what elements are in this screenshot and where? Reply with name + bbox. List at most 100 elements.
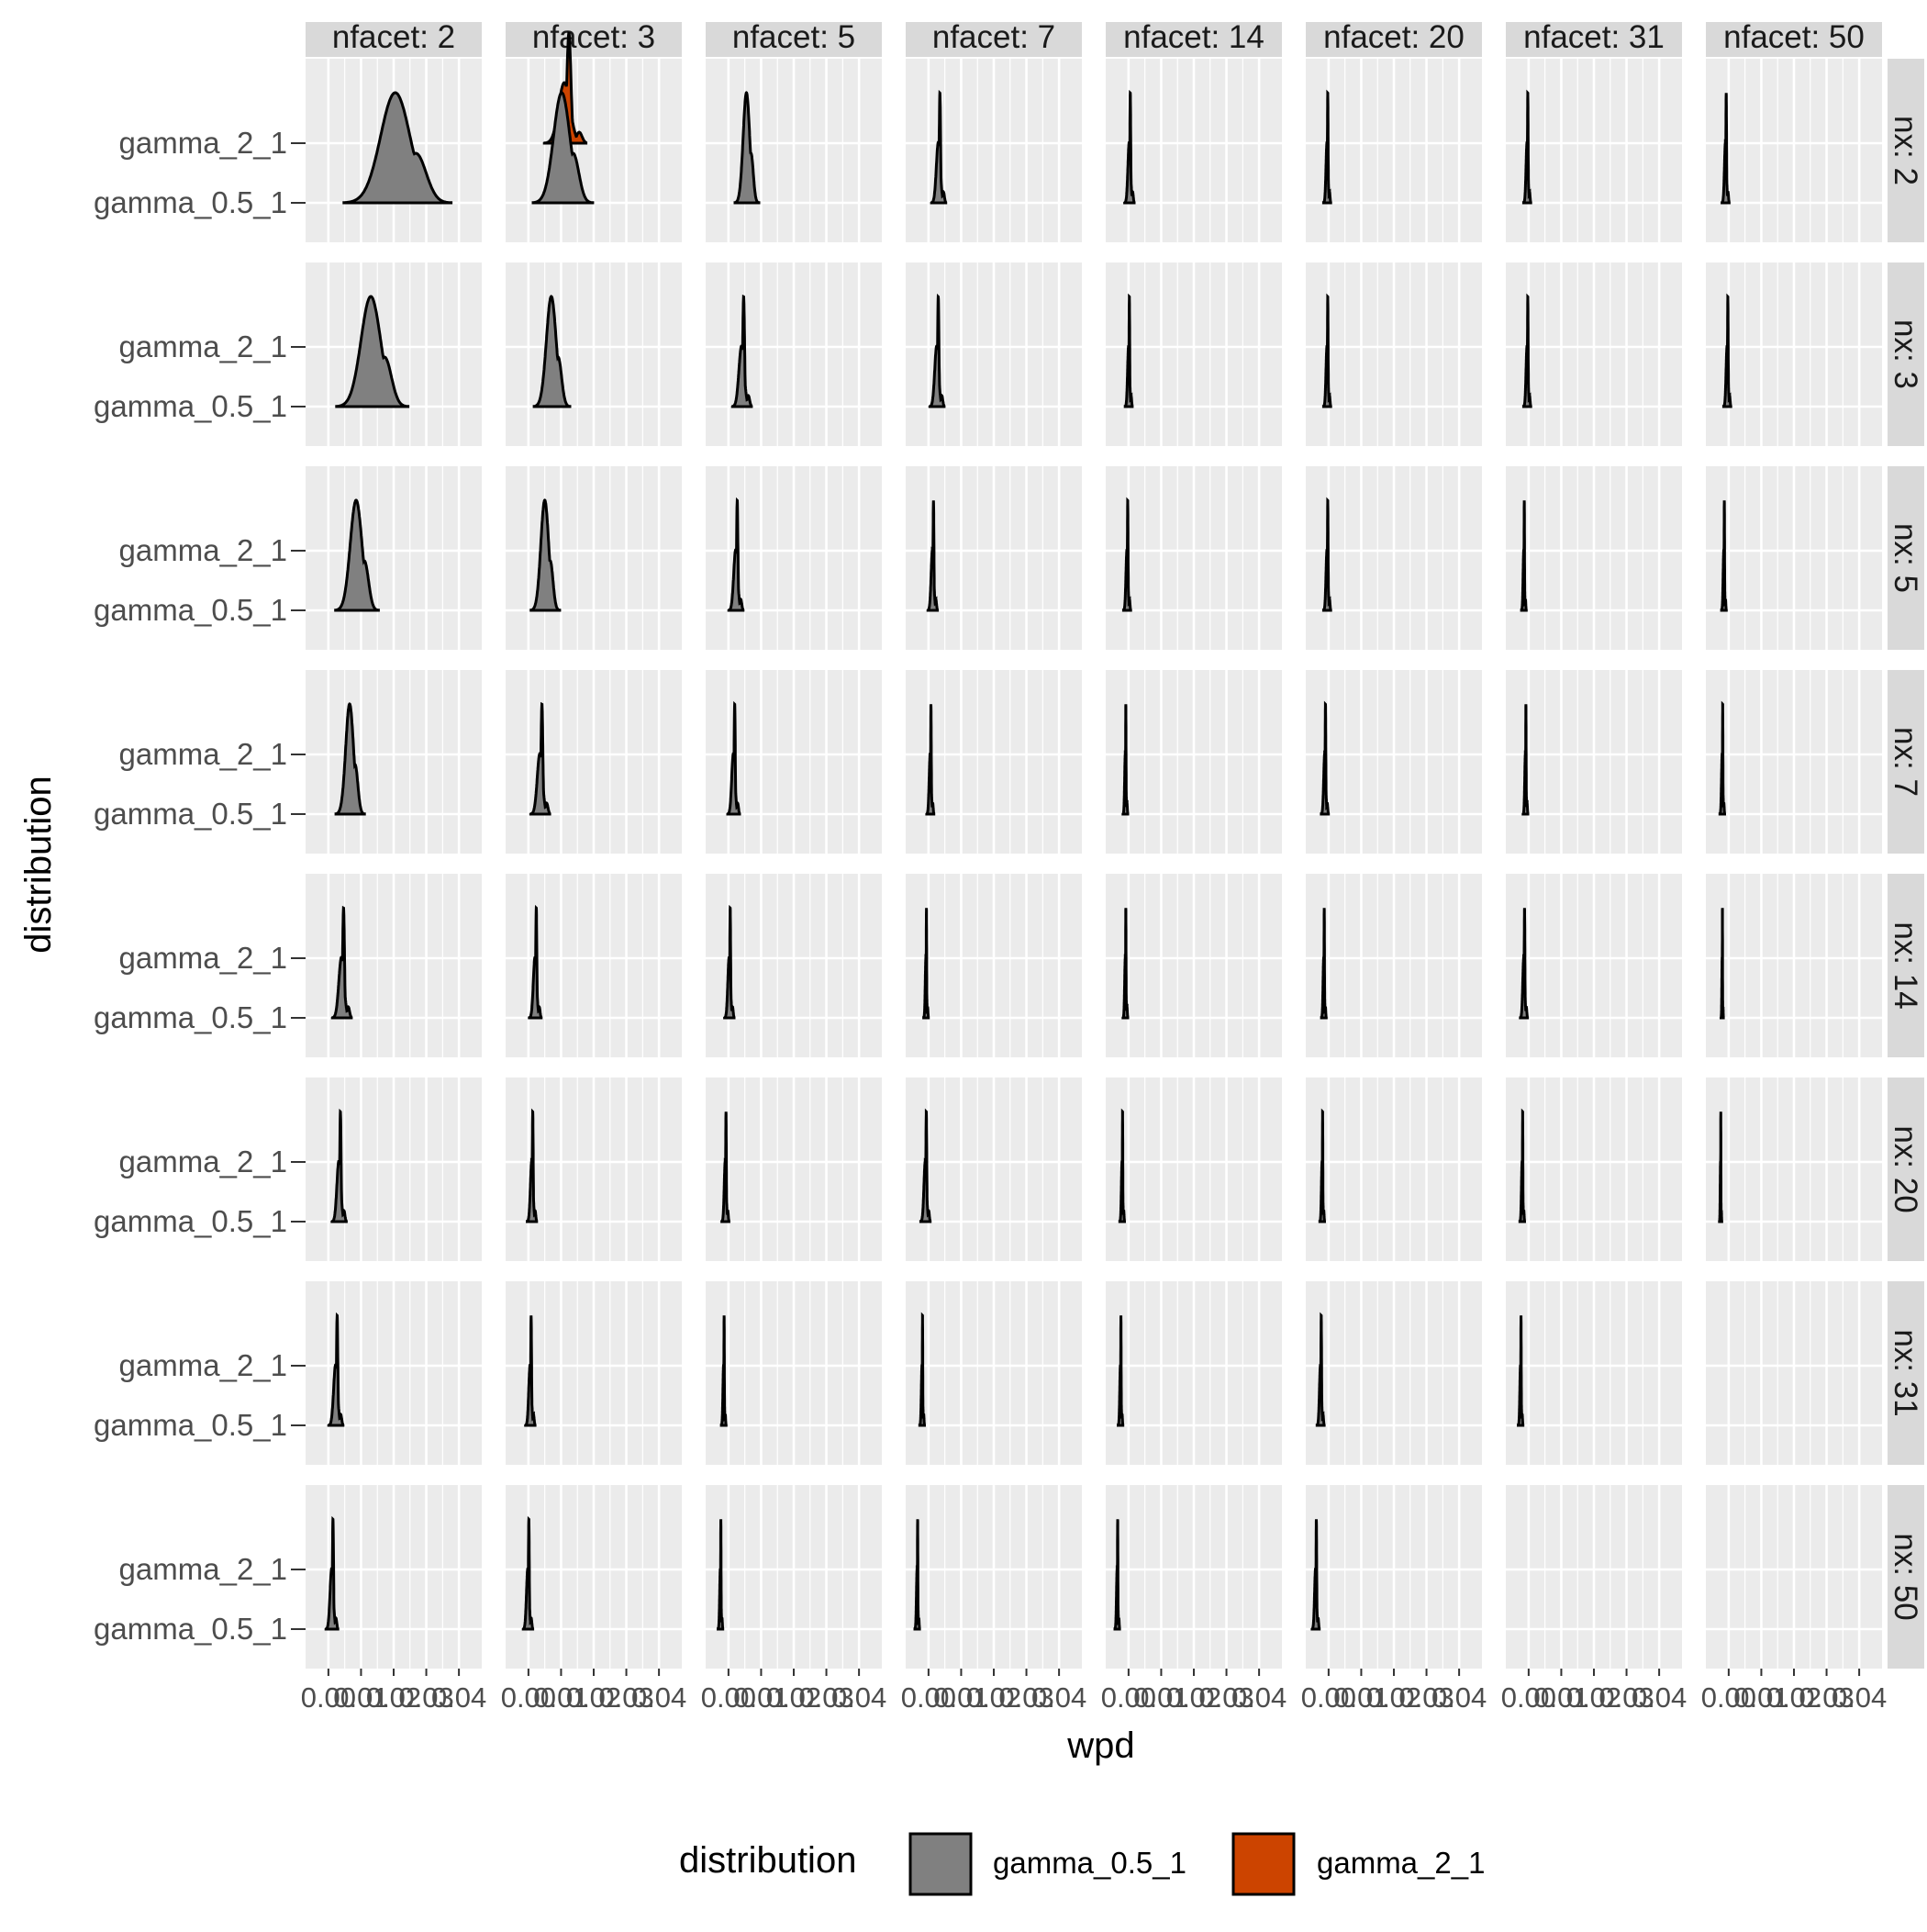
density-gamma_0.5_1-nx20-nfacet5 (720, 1111, 730, 1223)
x-tick-label-1-4: 0.04 (631, 1681, 686, 1714)
x-axis-label: wpd (1066, 1725, 1134, 1766)
density-gamma_0.5_1-nx50-nfacet20 (1310, 1519, 1321, 1631)
x-tick-label-4-1: 0.01 (1133, 1681, 1188, 1714)
x-tick-label-1-0: 0.00 (501, 1681, 556, 1714)
density-gamma_0.5_1-nx50-nfacet2 (324, 1515, 340, 1631)
density-gamma_0.5_1-nx14-nfacet7 (922, 908, 930, 1020)
col-strip-label-0: nfacet: 2 (332, 19, 455, 55)
legend-title: distribution (679, 1840, 856, 1881)
x-tick-label-3-0: 0.00 (901, 1681, 956, 1714)
y-tick-label-gamma_0.5_1: gamma_0.5_1 (94, 1000, 287, 1034)
legend-label-gamma-2-1: gamma_2_1 (1317, 1846, 1485, 1880)
density-gamma_0.5_1-nx2-nfacet7 (930, 89, 948, 205)
x-tick-label-5-4: 0.04 (1431, 1681, 1487, 1714)
density-gamma_0.5_1-nx20-nfacet50 (1718, 1111, 1723, 1223)
density-gamma_0.5_1-nx50-nfacet14 (1113, 1519, 1121, 1631)
density-gamma_0.5_1-nx14-nfacet20 (1320, 908, 1328, 1020)
x-tick-label-5-0: 0.00 (1301, 1681, 1356, 1714)
y-tick-label-gamma_2_1: gamma_2_1 (119, 941, 287, 975)
density-gamma_0.5_1-nx7-nfacet31 (1521, 704, 1530, 816)
x-tick-label-4-2: 0.02 (1166, 1681, 1221, 1714)
density-gamma_0.5_1-nx7-nfacet20 (1320, 700, 1331, 816)
density-gamma_0.5_1-nx20-nfacet14 (1118, 1108, 1126, 1223)
x-tick-label-6-1: 0.01 (1533, 1681, 1588, 1714)
panels-layer: nfacet: 2 nfacet: 3 nfacet: 5 nfacet: 7 nfac… (94, 19, 1924, 1714)
x-tick-label-4-4: 0.04 (1231, 1681, 1287, 1714)
row-strip-label-4: nx: 14 (1888, 921, 1923, 1009)
density-gamma_0.5_1-nx14-nfacet50 (1720, 908, 1725, 1020)
density-gamma_0.5_1-nx7-nfacet7 (925, 704, 936, 816)
x-tick-label-6-3: 0.03 (1598, 1681, 1654, 1714)
density-gamma_0.5_1-nx14-nfacet31 (1519, 908, 1530, 1020)
y-tick-label-gamma_0.5_1: gamma_0.5_1 (94, 1408, 287, 1442)
x-tick-label-4-3: 0.03 (1198, 1681, 1253, 1714)
x-tick-label-6-0: 0.00 (1501, 1681, 1556, 1714)
density-gamma_0.5_1-nx2-nfacet50 (1721, 93, 1731, 205)
density-gamma_0.5_1-nx5-nfacet50 (1720, 500, 1728, 612)
legend-label-gamma-0.5-1: gamma_0.5_1 (993, 1846, 1186, 1880)
x-tick-label-7-1: 0.01 (1733, 1681, 1788, 1714)
row-strip-0 (1888, 59, 1924, 242)
row-strip-3 (1888, 670, 1924, 854)
row-strip-label-2: nx: 5 (1888, 523, 1923, 593)
y-tick-label-gamma_0.5_1: gamma_0.5_1 (94, 1612, 287, 1646)
y-tick-label-gamma_0.5_1: gamma_0.5_1 (94, 1204, 287, 1238)
density-gamma_0.5_1-nx7-nfacet5 (726, 700, 741, 816)
density-gamma_0.5_1-nx3-nfacet3 (532, 295, 572, 408)
x-tick-label-4-0: 0.00 (1101, 1681, 1156, 1714)
col-strip-label-7: nfacet: 50 (1723, 19, 1865, 55)
density-gamma_0.5_1-nx31-nfacet5 (719, 1315, 728, 1427)
x-tick-label-7-0: 0.00 (1701, 1681, 1756, 1714)
row-strip-1 (1888, 262, 1924, 446)
x-tick-label-2-1: 0.01 (733, 1681, 788, 1714)
density-gamma_0.5_1-nx5-nfacet14 (1121, 497, 1132, 612)
x-tick-label-2-3: 0.03 (798, 1681, 853, 1714)
row-strip-5 (1888, 1078, 1924, 1261)
density-gamma_0.5_1-nx3-nfacet50 (1721, 293, 1732, 408)
density-gamma_0.5_1-nx2-nfacet5 (733, 91, 761, 205)
col-strip-7 (1706, 22, 1882, 57)
y-tick-label-gamma_0.5_1: gamma_0.5_1 (94, 797, 287, 831)
y-tick-label-gamma_2_1: gamma_2_1 (119, 737, 287, 771)
x-tick-label-0-2: 0.02 (366, 1681, 421, 1714)
y-tick-label-gamma_2_1: gamma_2_1 (119, 1145, 287, 1178)
density-gamma_0.5_1-nx2-nfacet3 (531, 91, 595, 205)
density-gamma_0.5_1-nx20-nfacet2 (330, 1108, 348, 1223)
col-strip-5 (1306, 22, 1482, 57)
density-gamma_2_1-nx2-nfacet3 (542, 31, 588, 145)
x-tick-label-0-0: 0.00 (301, 1681, 356, 1714)
density-gamma_0.5_1-nx2-nfacet14 (1123, 89, 1136, 205)
x-tick-label-7-3: 0.03 (1799, 1681, 1854, 1714)
density-gamma_0.5_1-nx7-nfacet14 (1121, 704, 1130, 816)
row-strip-2 (1888, 466, 1924, 650)
x-tick-label-5-1: 0.01 (1333, 1681, 1388, 1714)
row-strip-label-3: nx: 7 (1888, 727, 1923, 797)
y-tick-label-gamma_2_1: gamma_2_1 (119, 533, 287, 567)
x-tick-label-0-1: 0.01 (333, 1681, 388, 1714)
col-strip-label-5: nfacet: 20 (1323, 19, 1465, 55)
y-tick-label-gamma_0.5_1: gamma_0.5_1 (94, 389, 287, 423)
density-gamma_0.5_1-nx3-nfacet14 (1123, 293, 1134, 408)
density-gamma_0.5_1-nx5-nfacet20 (1321, 497, 1332, 612)
x-tick-label-5-3: 0.03 (1398, 1681, 1454, 1714)
x-tick-label-2-0: 0.00 (701, 1681, 756, 1714)
density-gamma_0.5_1-nx20-nfacet3 (526, 1108, 539, 1223)
density-gamma_0.5_1-nx7-nfacet50 (1718, 700, 1726, 816)
density-gamma_0.5_1-nx3-nfacet7 (928, 293, 946, 408)
x-tick-label-0-3: 0.03 (398, 1681, 453, 1714)
col-strip-4 (1106, 22, 1282, 57)
col-strip-3 (906, 22, 1082, 57)
row-strip-4 (1888, 874, 1924, 1057)
density-gamma_0.5_1-nx14-nfacet14 (1121, 908, 1130, 1020)
y-tick-label-gamma_2_1: gamma_2_1 (119, 1348, 287, 1382)
row-strip-label-1: nx: 3 (1888, 319, 1923, 389)
density-gamma_0.5_1-nx5-nfacet5 (727, 497, 745, 612)
row-strip-label-6: nx: 31 (1888, 1329, 1923, 1416)
row-strip-7 (1888, 1485, 1924, 1669)
x-tick-label-3-2: 0.02 (966, 1681, 1021, 1714)
density-gamma_0.5_1-nx2-nfacet20 (1321, 89, 1332, 205)
y-tick-label-gamma_2_1: gamma_2_1 (119, 126, 287, 160)
col-strip-label-1: nfacet: 3 (532, 19, 655, 55)
density-gamma_0.5_1-nx50-nfacet5 (717, 1519, 725, 1631)
